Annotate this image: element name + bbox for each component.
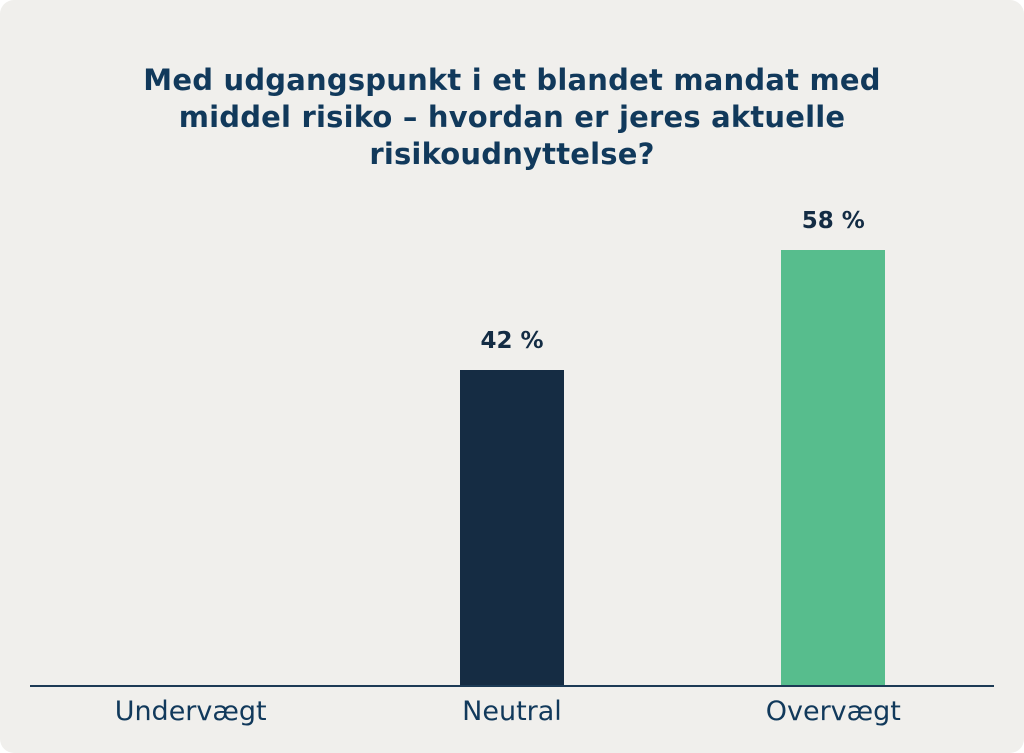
x-axis-label-0: Undervægt bbox=[114, 696, 267, 727]
bar-value-label-2: 58 % bbox=[801, 208, 865, 234]
bar-2 bbox=[781, 250, 886, 685]
bar-columns: 42 % 58 % bbox=[30, 196, 994, 685]
x-axis-label-1: Neutral bbox=[462, 696, 562, 727]
x-axis-label-2: Overvægt bbox=[765, 696, 901, 727]
bar-column-2: 58 % bbox=[673, 208, 994, 685]
x-axis-labels: Undervægt Neutral Overvægt bbox=[30, 696, 994, 727]
bar-1 bbox=[459, 370, 564, 685]
plot-area: 42 % 58 % bbox=[30, 196, 994, 687]
chart-title: Med udgangspunkt i et blandet mandat med… bbox=[143, 63, 881, 172]
bar-column-1: 42 % bbox=[351, 328, 672, 685]
bar-value-label-1: 42 % bbox=[480, 328, 544, 354]
